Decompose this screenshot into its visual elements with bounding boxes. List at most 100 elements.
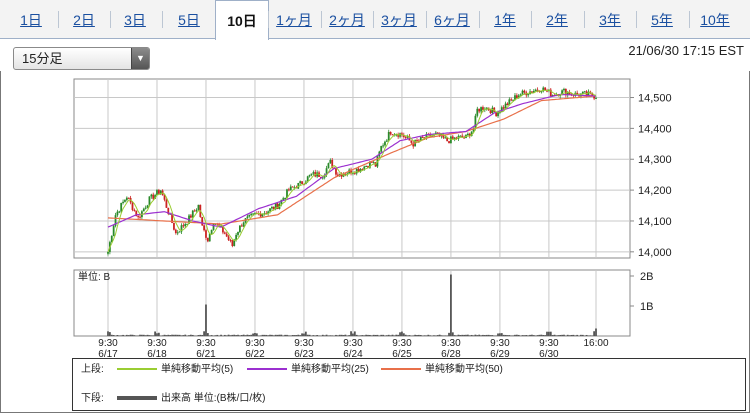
volume-bar — [184, 334, 187, 336]
candle-body — [531, 91, 533, 93]
volume-bar — [323, 335, 326, 336]
volume-bar — [499, 333, 501, 336]
candle-body — [544, 87, 547, 91]
volume-bar — [346, 335, 349, 336]
tab-separator — [109, 11, 111, 28]
x-tick-time: 9:30 — [392, 338, 412, 349]
legend-ma25: 単純移動平均(25) — [247, 363, 369, 377]
candle-body — [434, 132, 437, 134]
tab-13[interactable]: 5年 — [651, 12, 673, 28]
volume-bar — [563, 334, 565, 336]
interval-select[interactable]: 15分足 ▼ — [13, 47, 150, 70]
tab-7[interactable]: 2ヶ月 — [329, 12, 365, 28]
volume-bar — [263, 334, 266, 336]
volume-panel — [73, 269, 631, 337]
tab-3[interactable]: 3日 — [124, 12, 146, 28]
candle-body — [419, 136, 422, 141]
volume-bar — [316, 335, 319, 336]
x-tick-time: 9:30 — [147, 338, 167, 349]
ma50-swatch — [381, 368, 421, 371]
volume-bar — [352, 333, 354, 336]
volume-bar — [547, 331, 550, 336]
candle-body — [508, 99, 511, 106]
volume-bar — [540, 334, 543, 336]
volume-bar — [427, 334, 430, 336]
candle-body — [191, 210, 194, 218]
tab-5[interactable]: 10日 — [215, 0, 269, 40]
volume-bar — [491, 335, 494, 336]
volume-bar — [235, 335, 238, 336]
volume-bar — [176, 334, 179, 336]
volume-bar — [310, 335, 313, 336]
volume-bar — [523, 335, 526, 336]
candle-body — [401, 133, 403, 135]
volume-bar — [331, 335, 334, 336]
volume-bar — [201, 334, 204, 336]
candle-body — [527, 94, 530, 96]
volume-bar — [493, 335, 496, 336]
tab-2[interactable]: 2日 — [73, 12, 95, 28]
candle-body — [252, 213, 254, 215]
candle-body — [157, 190, 160, 194]
volume-bar — [238, 335, 241, 336]
volume-bar — [348, 335, 351, 336]
volume-bar — [495, 335, 498, 336]
candle-body — [485, 107, 488, 109]
volume-bar — [370, 335, 373, 336]
tab-10[interactable]: 1年 — [494, 12, 516, 28]
candle-body — [267, 211, 270, 214]
volume-bar — [487, 334, 490, 336]
candle-body — [517, 95, 520, 99]
x-tick-date: 6/21 — [196, 349, 216, 360]
candle-body — [240, 225, 243, 227]
volume-bar — [129, 334, 132, 336]
volume-bar — [587, 335, 590, 336]
tab-6[interactable]: 1ヶ月 — [276, 12, 312, 28]
volume-bar — [470, 334, 473, 336]
tab-separator — [267, 11, 269, 28]
volume-bar — [482, 334, 484, 336]
volume-bar — [199, 334, 202, 336]
candle-body — [299, 181, 302, 183]
candle-body — [107, 251, 109, 254]
tab-4[interactable]: 5日 — [178, 12, 200, 28]
candle-body — [133, 209, 136, 211]
timestamp: 21/06/30 17:15 EST — [628, 43, 744, 58]
candle-body — [515, 95, 518, 99]
volume-bar — [299, 335, 302, 336]
legend-volume-label: 出来高 単位:(B株/口/枚) — [161, 393, 266, 404]
tab-11[interactable]: 2年 — [546, 12, 568, 28]
candle-body — [291, 186, 294, 188]
price-tick-label: 14,200 — [638, 185, 672, 197]
candle-body — [421, 136, 424, 138]
volume-bar — [515, 334, 518, 336]
tab-9[interactable]: 6ヶ月 — [434, 12, 470, 28]
candle-body — [316, 172, 319, 177]
candle-body — [395, 134, 398, 136]
volume-bar — [361, 335, 364, 336]
candle-body — [225, 233, 228, 237]
chevron-down-icon[interactable]: ▼ — [131, 48, 149, 69]
volume-bar — [259, 335, 262, 336]
volume-bar — [580, 334, 582, 336]
candle-body — [163, 195, 166, 200]
candle-body — [536, 89, 539, 91]
legend-ma50-label: 単純移動平均(50) — [425, 364, 503, 375]
x-tick-time: 9:30 — [490, 338, 510, 349]
volume-bar — [274, 334, 277, 336]
tab-8[interactable]: 3ヶ月 — [381, 12, 417, 28]
candle-body — [152, 194, 155, 199]
volume-bar — [190, 334, 192, 336]
tab-12[interactable]: 3年 — [599, 12, 621, 28]
tab-14[interactable]: 10年 — [700, 12, 730, 28]
volume-bar — [591, 335, 594, 336]
tab-1[interactable]: 1日 — [20, 12, 42, 28]
volume-bar — [382, 334, 384, 336]
volume-bar — [297, 334, 300, 336]
volume-bar — [434, 335, 437, 336]
candle-body — [499, 112, 501, 114]
volume-bar — [303, 333, 305, 336]
volume-bar — [327, 335, 330, 336]
volume-bar — [485, 334, 488, 336]
candle-body — [246, 216, 249, 219]
